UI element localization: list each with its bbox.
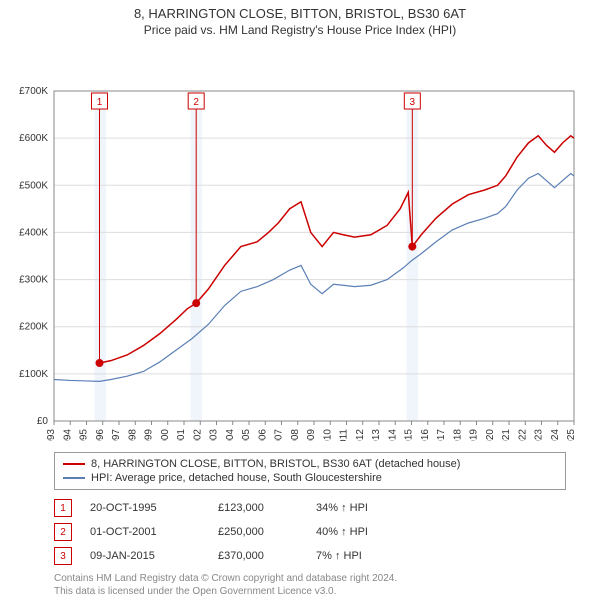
legend-label: 8, HARRINGTON CLOSE, BITTON, BRISTOL, BS… xyxy=(91,458,460,470)
svg-text:2011: 2011 xyxy=(339,429,350,441)
svg-text:£0: £0 xyxy=(37,416,49,427)
svg-text:2005: 2005 xyxy=(241,429,252,441)
event-badge: 1 xyxy=(54,499,72,517)
svg-text:£700K: £700K xyxy=(19,86,48,97)
svg-text:1999: 1999 xyxy=(144,429,155,441)
svg-text:1: 1 xyxy=(97,97,103,108)
svg-text:2000: 2000 xyxy=(160,429,171,441)
svg-text:2015: 2015 xyxy=(404,429,415,441)
svg-text:2012: 2012 xyxy=(355,429,366,441)
legend-item: 8, HARRINGTON CLOSE, BITTON, BRISTOL, BS… xyxy=(63,457,557,471)
event-price: £250,000 xyxy=(218,526,298,538)
svg-text:2023: 2023 xyxy=(534,429,545,441)
svg-text:2024: 2024 xyxy=(550,429,561,441)
events-table: 1 20-OCT-1995 £123,000 34% ↑ HPI 2 01-OC… xyxy=(54,496,566,568)
attribution: Contains HM Land Registry data © Crown c… xyxy=(54,572,566,598)
event-date: 09-JAN-2015 xyxy=(90,550,200,562)
svg-text:2025: 2025 xyxy=(566,429,577,441)
svg-text:3: 3 xyxy=(410,97,416,108)
svg-text:2010: 2010 xyxy=(322,429,333,441)
event-date: 01-OCT-2001 xyxy=(90,526,200,538)
event-badge: 2 xyxy=(54,523,72,541)
svg-text:2006: 2006 xyxy=(257,429,268,441)
chart-title-line1: 8, HARRINGTON CLOSE, BITTON, BRISTOL, BS… xyxy=(0,0,600,21)
legend: 8, HARRINGTON CLOSE, BITTON, BRISTOL, BS… xyxy=(54,452,566,490)
attribution-line1: Contains HM Land Registry data © Crown c… xyxy=(54,572,566,585)
svg-text:£300K: £300K xyxy=(19,275,48,286)
svg-text:2021: 2021 xyxy=(501,429,512,441)
svg-text:2004: 2004 xyxy=(225,429,236,441)
event-price: £370,000 xyxy=(218,550,298,562)
legend-swatch xyxy=(63,477,85,479)
svg-text:1997: 1997 xyxy=(111,429,122,441)
chart-plot-area: £0 £100K £200K £300K £400K £500K £600K £700K 199… xyxy=(0,41,600,446)
svg-text:2009: 2009 xyxy=(306,429,317,441)
svg-text:£400K: £400K xyxy=(19,227,48,238)
svg-text:1996: 1996 xyxy=(95,429,106,441)
svg-text:2001: 2001 xyxy=(176,429,187,441)
svg-text:2022: 2022 xyxy=(517,429,528,441)
chart-container: 8, HARRINGTON CLOSE, BITTON, BRISTOL, BS… xyxy=(0,0,600,590)
event-row: 1 20-OCT-1995 £123,000 34% ↑ HPI xyxy=(54,496,566,520)
attribution-line2: This data is licensed under the Open Gov… xyxy=(54,585,566,598)
legend-swatch xyxy=(63,463,85,465)
svg-text:2013: 2013 xyxy=(371,429,382,441)
event-date: 20-OCT-1995 xyxy=(90,502,200,514)
svg-text:2002: 2002 xyxy=(192,429,203,441)
svg-text:2017: 2017 xyxy=(436,429,447,441)
svg-text:£100K: £100K xyxy=(19,369,48,380)
event-badge: 3 xyxy=(54,547,72,565)
svg-text:1995: 1995 xyxy=(79,429,90,441)
event-pct: 34% ↑ HPI xyxy=(316,502,416,514)
legend-label: HPI: Average price, detached house, Sout… xyxy=(91,472,382,484)
event-pct: 40% ↑ HPI xyxy=(316,526,416,538)
event-price: £123,000 xyxy=(218,502,298,514)
svg-text:2018: 2018 xyxy=(452,429,463,441)
svg-text:£200K: £200K xyxy=(19,322,48,333)
svg-text:1998: 1998 xyxy=(127,429,138,441)
svg-text:2003: 2003 xyxy=(209,429,220,441)
event-row: 3 09-JAN-2015 £370,000 7% ↑ HPI xyxy=(54,544,566,568)
event-pct: 7% ↑ HPI xyxy=(316,550,416,562)
event-row: 2 01-OCT-2001 £250,000 40% ↑ HPI xyxy=(54,520,566,544)
chart-title-line2: Price paid vs. HM Land Registry's House … xyxy=(0,21,600,41)
svg-text:2019: 2019 xyxy=(469,429,480,441)
svg-text:2: 2 xyxy=(193,97,199,108)
svg-text:2014: 2014 xyxy=(387,429,398,441)
svg-text:2007: 2007 xyxy=(274,429,285,441)
svg-text:1993: 1993 xyxy=(46,429,57,441)
svg-text:£500K: £500K xyxy=(19,180,48,191)
svg-text:1994: 1994 xyxy=(62,429,73,441)
svg-text:2008: 2008 xyxy=(290,429,301,441)
svg-text:2020: 2020 xyxy=(485,429,496,441)
svg-text:2016: 2016 xyxy=(420,429,431,441)
svg-text:£600K: £600K xyxy=(19,133,48,144)
legend-item: HPI: Average price, detached house, Sout… xyxy=(63,471,557,485)
